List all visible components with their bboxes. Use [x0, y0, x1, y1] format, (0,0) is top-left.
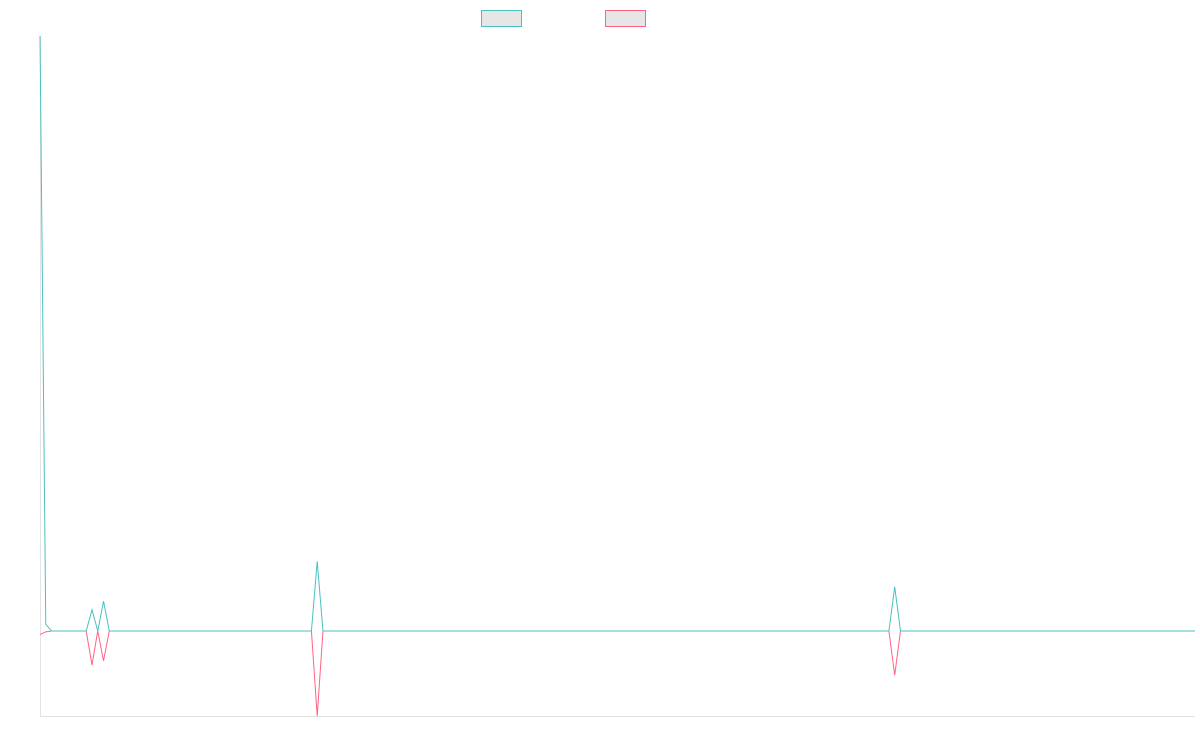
series-group — [39, 35, 1195, 717]
legend-swatch-1[interactable] — [481, 10, 522, 27]
series-line-1 — [39, 35, 1195, 632]
legend-item-2[interactable] — [605, 10, 646, 27]
legend-swatch-2[interactable] — [605, 10, 646, 27]
legend-item-1[interactable] — [481, 10, 522, 27]
axes — [40, 36, 1195, 717]
series-line-2 — [39, 630, 1195, 717]
legend[interactable] — [481, 10, 646, 27]
